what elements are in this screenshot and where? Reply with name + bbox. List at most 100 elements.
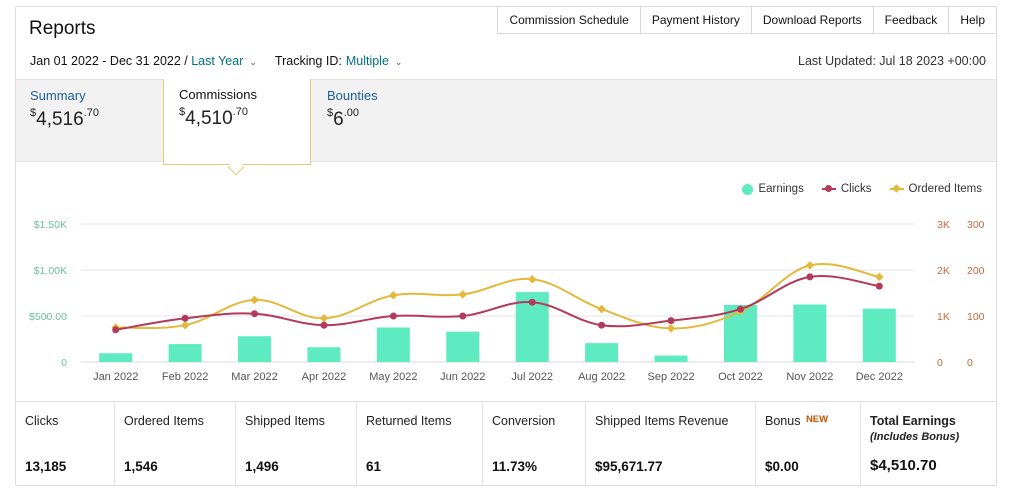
x-axis-tick-label: Oct 2022: [718, 371, 763, 383]
metric-label: Conversion: [492, 414, 556, 428]
earnings-bar: [585, 343, 619, 362]
commissions-tab-label: Commissions: [179, 87, 258, 102]
metric-clicks: Clicks 13,185: [16, 402, 115, 487]
metric-value: 1,546: [124, 459, 158, 474]
new-badge: NEW: [805, 414, 829, 425]
download-reports-tab[interactable]: Download Reports: [751, 6, 874, 34]
earnings-bar: [654, 355, 688, 362]
ordered-items-point: [666, 324, 676, 333]
ordered-items-point: [458, 290, 468, 299]
x-axis-tick-label: May 2022: [369, 371, 417, 383]
x-axis-tick-label: Aug 2022: [578, 371, 625, 383]
commissions-tab-content: Commissions $4,510.70: [179, 87, 257, 130]
earnings-bar: [168, 344, 202, 362]
clicks-point: [875, 282, 883, 290]
payment-history-tab[interactable]: Payment History: [640, 6, 752, 34]
summary-tabs: Summary $4,516.70 Commissions $4,510.70 …: [16, 79, 996, 165]
page-title: Reports: [29, 18, 96, 39]
metric-value: 13,185: [25, 459, 67, 474]
summary-amount: $4,516.70: [30, 107, 99, 130]
earnings-swatch-icon: [742, 183, 754, 195]
left-axis-tick-label: $1.00K: [34, 265, 67, 277]
tracking-id-label: Tracking ID:: [274, 54, 342, 68]
period-dropdown[interactable]: Last Year: [191, 54, 244, 68]
metric-label: Ordered Items: [124, 414, 204, 428]
date-separator: /: [180, 54, 192, 68]
metric-conversion: Conversion 11.73%: [483, 402, 586, 487]
right-axis-1-tick-label: 3K: [937, 219, 950, 231]
feedback-tab[interactable]: Feedback: [873, 6, 950, 34]
left-axis-tick-label: $500.00: [29, 311, 67, 323]
metric-label: Shipped Items: [245, 414, 325, 428]
ordered-items-line: [115, 263, 880, 330]
chart-svg: 0 0 0 $500.00 1K 100 $1.00K 2K 200 $1.50K 3K 300 Jan…: [29, 219, 985, 383]
x-axis-tick-label: Apr 2022: [302, 371, 347, 383]
right-axis-1-tick-label: 2K: [937, 265, 950, 277]
filter-bar: Jan 01 2022 - Dec 31 2022 / Last Year ⌄ …: [30, 54, 420, 68]
help-tab[interactable]: Help: [949, 6, 997, 34]
bounties-cents: .00: [343, 107, 360, 119]
right-axis-1-tick-label: 0: [937, 357, 943, 369]
earnings-bar: [793, 304, 827, 362]
clicks-swatch-icon: [821, 185, 836, 192]
metric-label: Bonus NEW: [765, 414, 829, 428]
metrics-bar: Clicks 13,185 Ordered Items 1,546 Shippe…: [16, 401, 996, 487]
left-axis-tick-label: 0: [61, 357, 67, 369]
clicks-point: [181, 314, 189, 322]
last-updated-text: Last Updated: Jul 18 2023 +00:00: [798, 54, 986, 68]
ordered-items-swatch-icon: [889, 188, 904, 190]
metric-ordered-items: Ordered Items 1,546: [115, 402, 236, 487]
right-axis-2-tick-label: 100: [967, 311, 985, 323]
ordered-items-point: [875, 272, 884, 282]
metric-shipped-revenue: Shipped Items Revenue $95,671.77: [586, 402, 756, 487]
metric-label: Clicks: [25, 414, 59, 428]
x-axis-tick-label: Dec 2022: [856, 371, 903, 383]
bounties-tab-label: Bounties: [327, 88, 378, 103]
legend-earnings[interactable]: Earnings: [742, 183, 804, 195]
metric-shipped-items: Shipped Items 1,496: [236, 402, 357, 487]
commission-schedule-tab[interactable]: Commission Schedule: [497, 6, 641, 34]
clicks-line: [115, 275, 880, 331]
metric-label: Total Earnings: [870, 414, 956, 428]
tracking-id-dropdown[interactable]: Multiple: [345, 54, 389, 68]
summary-cents: .70: [83, 107, 99, 119]
earnings-bar: [307, 347, 341, 362]
clicks-point: [736, 305, 744, 313]
metric-bonus: Bonus NEW $0.00: [756, 402, 861, 487]
commissions-amount: $4,510.70: [179, 106, 248, 129]
metric-returned-items: Returned Items 61: [357, 402, 483, 487]
x-axis-tick-label: Nov 2022: [786, 371, 833, 383]
clicks-point: [667, 317, 675, 325]
clicks-point: [806, 273, 814, 281]
right-axis-2-tick-label: 0: [967, 357, 973, 369]
metric-sublabel: (Includes Bonus): [870, 431, 960, 443]
ordered-items-point: [527, 274, 537, 284]
bounties-tab[interactable]: Bounties $6.00: [327, 88, 378, 131]
metric-value: 11.73%: [492, 459, 538, 474]
legend-ordered-items[interactable]: Ordered Items: [889, 183, 982, 195]
earnings-bar: [238, 336, 272, 362]
commissions-cents: .70: [232, 106, 248, 118]
clicks-point: [320, 321, 328, 329]
clicks-point: [598, 321, 606, 329]
clicks-point: [389, 312, 397, 320]
metric-total-earnings: Total Earnings (Includes Bonus) $4,510.7…: [861, 402, 996, 487]
clicks-point: [528, 298, 536, 306]
summary-tab[interactable]: Summary $4,516.70: [30, 88, 99, 131]
top-tab-bar: Commission Schedule Payment History Down…: [497, 6, 997, 34]
metric-value: $4,510.70: [870, 457, 937, 474]
clicks-point: [112, 326, 120, 334]
chevron-down-icon[interactable]: ⌄: [249, 56, 257, 67]
right-axis-2-tick-label: 300: [967, 219, 985, 231]
earnings-bar: [376, 327, 410, 362]
chart-legend: Earnings Clicks Ordered Items: [742, 183, 982, 195]
chevron-down-icon[interactable]: ⌄: [394, 56, 403, 67]
metric-value: 61: [366, 459, 382, 474]
left-axis-tick-label: $1.50K: [34, 219, 67, 231]
clicks-point: [251, 310, 259, 318]
x-axis-tick-label: Mar 2022: [231, 371, 277, 383]
commissions-tab[interactable]: Commissions $4,510.70: [163, 79, 311, 165]
legend-clicks[interactable]: Clicks: [821, 183, 872, 195]
earnings-bar: [446, 331, 480, 362]
metric-value: $95,671.77: [595, 459, 663, 474]
